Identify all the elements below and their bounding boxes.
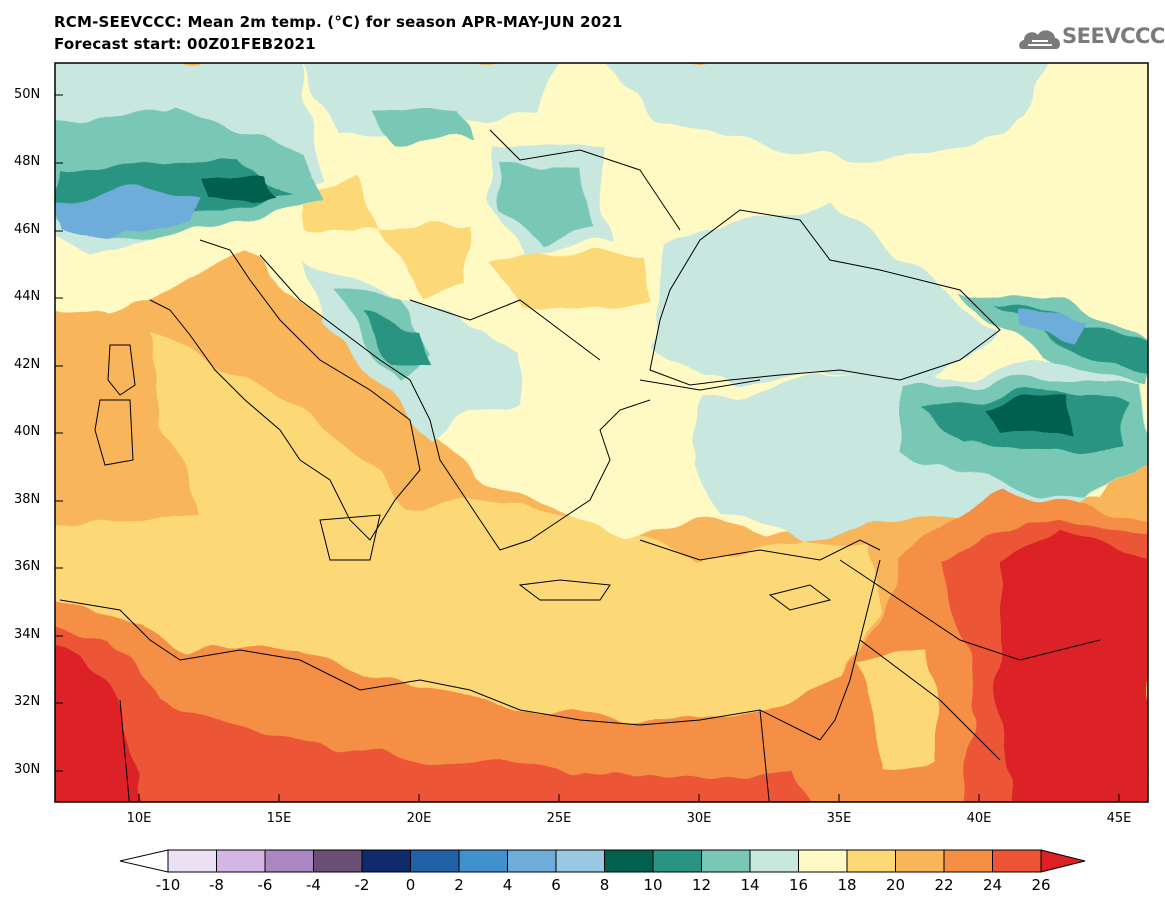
- field-sinai-18: [860, 650, 940, 770]
- lon-label-40e: 40E: [966, 811, 992, 826]
- lon-label-35e: 35E: [826, 811, 852, 826]
- field-tatra-12: [370, 110, 470, 145]
- coast-italy: [149, 239, 421, 541]
- lon-label-25e: 25E: [546, 811, 572, 826]
- political-borders: [119, 129, 1101, 802]
- lon-label-20e: 20E: [406, 811, 432, 826]
- colorbar-swatch: [313, 849, 363, 873]
- field-alps-4: [60, 190, 200, 235]
- colorbar-swatch: [701, 849, 751, 873]
- map-title: RCM-SEEVCCC: Mean 2m temp. (°C) for seas…: [54, 13, 623, 31]
- lat-label-50n: 50N: [14, 87, 41, 102]
- seevccc-cloud-logo-icon: [1019, 30, 1061, 49]
- colorbar-swatch: [943, 849, 993, 873]
- colorbar-tick-label: 22: [934, 876, 954, 894]
- lat-label-34n: 34N: [14, 627, 41, 642]
- coast-anatolia-south: [639, 539, 881, 561]
- colorbar-tick-label: 14: [740, 876, 760, 894]
- colorbar-swatch: [895, 849, 945, 873]
- colorbar-tick-label: 6: [551, 876, 561, 894]
- coast-sicily: [319, 514, 381, 561]
- colorbar-swatch: [846, 849, 896, 873]
- colorbar-swatch: [992, 849, 1042, 873]
- lat-label-40n: 40N: [14, 424, 41, 439]
- colorbar-swatch: [652, 849, 702, 873]
- colorbar-swatch: [458, 849, 508, 873]
- field-tunisia-26: [55, 637, 139, 802]
- colorbar-tick-label: 2: [454, 876, 464, 894]
- field-italy-18: [150, 330, 420, 520]
- field-austria-18: [300, 180, 380, 230]
- colorbar-swatch: [604, 849, 654, 873]
- colorbar-swatch: [555, 849, 605, 873]
- coast-black-sea: [649, 209, 1001, 386]
- coast-corsica: [107, 344, 136, 396]
- colorbar-tick-label: -4: [306, 876, 321, 894]
- lat-label-46n: 46N: [14, 222, 41, 237]
- field-med-18: [55, 500, 880, 720]
- coast-crete: [518, 579, 611, 601]
- colorbar-tick-label: 18: [837, 876, 857, 894]
- colorbar-tick-label: -10: [155, 876, 181, 894]
- field-romania-18: [490, 250, 650, 310]
- colorbar-tick-label: 16: [788, 876, 809, 894]
- coast-cyprus: [768, 584, 832, 611]
- temperature-field: [55, 63, 1148, 802]
- field-caucasus-4: [1020, 310, 1090, 340]
- colorbar-over-triangle: [1040, 849, 1086, 873]
- coast-levant: [819, 559, 881, 741]
- seevccc-logo-text: SEEVCCC: [1062, 24, 1165, 48]
- lon-label-45e: 45E: [1106, 811, 1132, 826]
- forecast-start-subtitle: Forecast start: 00Z01FEB2021: [54, 35, 316, 53]
- lon-label-30e: 30E: [686, 811, 712, 826]
- colorbar-swatch: [167, 849, 217, 873]
- coastlines: [59, 129, 1101, 802]
- lat-label-32n: 32N: [14, 694, 41, 709]
- field-alps-8: [200, 175, 280, 200]
- axis-ticks: [55, 94, 1120, 802]
- field-libya-24: [55, 624, 814, 802]
- colorbar: [119, 849, 1086, 873]
- field-blacksea-14: [650, 200, 1000, 380]
- field-ukraine-14: [603, 63, 1049, 160]
- lon-label-10e: 10E: [126, 811, 152, 826]
- colorbar-tick-label: 26: [1031, 876, 1051, 894]
- lat-label-44n: 44N: [14, 289, 41, 304]
- colorbar-swatch: [410, 849, 460, 873]
- field-hungary-18: [380, 220, 470, 300]
- lat-label-36n: 36N: [14, 559, 41, 574]
- field-czech-14: [301, 63, 559, 140]
- field-anatolia-8: [990, 395, 1080, 430]
- lon-label-15e: 15E: [266, 811, 292, 826]
- lat-label-38n: 38N: [14, 492, 41, 507]
- colorbar-swatch: [507, 849, 557, 873]
- colorbar-swatch: [216, 849, 266, 873]
- colorbar-swatch: [264, 849, 314, 873]
- colorbar-tick-label: 8: [599, 876, 610, 894]
- field-iraq-26: [1000, 530, 1148, 802]
- colorbar-swatch: [361, 849, 411, 873]
- lat-label-30n: 30N: [14, 762, 41, 777]
- field-dinaric-10: [360, 320, 430, 360]
- coast-north-africa: [59, 599, 821, 741]
- lat-label-48n: 48N: [14, 154, 41, 169]
- colorbar-tick-label: -8: [209, 876, 224, 894]
- colorbar-tick-label: 10: [643, 876, 663, 894]
- colorbar-under-triangle: [119, 849, 169, 873]
- lat-label-42n: 42N: [14, 357, 41, 372]
- colorbar-swatch: [798, 849, 848, 873]
- coast-balkans: [259, 254, 651, 551]
- colorbar-tick-label: -2: [354, 876, 370, 894]
- colorbar-tick-label: 4: [502, 876, 513, 894]
- colorbar-tick-label: 20: [885, 876, 906, 894]
- colorbar-tick-label: 12: [691, 876, 712, 894]
- field-carpath-12: [500, 160, 600, 250]
- colorbar-tick-label: 0: [405, 876, 416, 894]
- colorbar-tick-label: -6: [257, 876, 273, 894]
- colorbar-swatch: [749, 849, 799, 873]
- coast-sardinia: [94, 399, 134, 466]
- colorbar-tick-label: 24: [982, 876, 1003, 894]
